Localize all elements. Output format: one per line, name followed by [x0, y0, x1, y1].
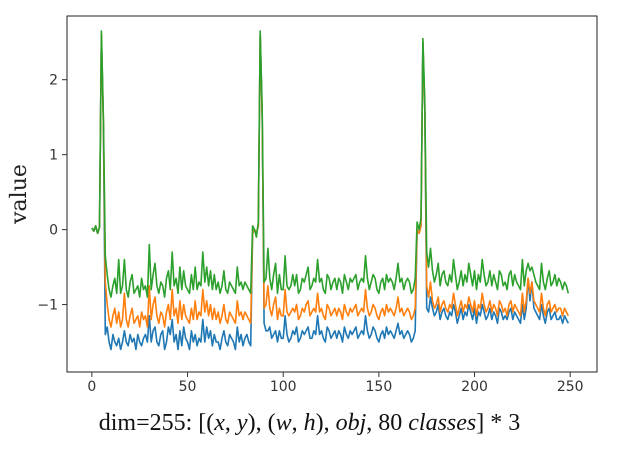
series-line-3	[91, 30, 570, 298]
series-layer	[91, 30, 570, 351]
y-tick-label: −1	[37, 298, 58, 314]
x-tick-label: 100	[270, 379, 297, 395]
series-line-1	[91, 33, 570, 351]
axes: 0 50 100 150 200 250 2 1 0 −1	[37, 73, 583, 395]
line-chart: value 0 50 100 150 200 250 2 1 0 −1	[7, 15, 598, 395]
y-tick-label: 0	[49, 223, 58, 239]
x-tick-label: 250	[557, 379, 584, 395]
figure-caption: dim=255: [(x, y), (w, h), obj, 80 classe…	[98, 410, 521, 436]
x-tick-label: 200	[461, 379, 488, 395]
x-tick-label: 50	[179, 379, 197, 395]
y-axis-label: value	[7, 164, 32, 225]
series-line-2	[91, 33, 570, 328]
x-tick-label: 150	[366, 379, 393, 395]
x-tick-label: 0	[87, 379, 96, 395]
y-tick-label: 1	[49, 148, 58, 164]
plot-frame	[66, 15, 598, 373]
y-tick-label: 2	[49, 73, 58, 89]
